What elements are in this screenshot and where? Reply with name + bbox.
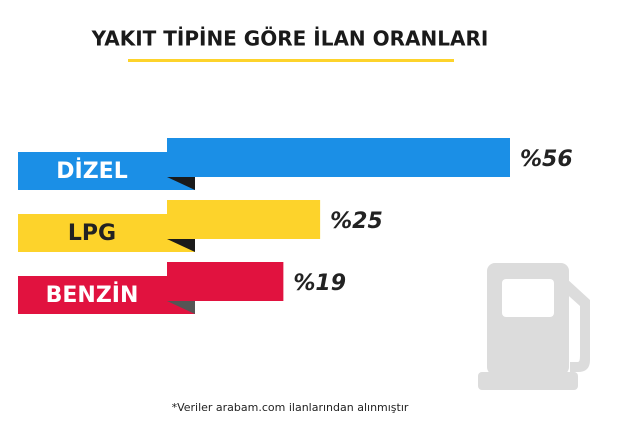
value-label: %19 <box>293 271 346 296</box>
category-label: BENZİN <box>46 282 139 308</box>
value-label: %56 <box>520 147 573 172</box>
fold <box>167 177 195 190</box>
bar <box>167 138 510 177</box>
value-label: %25 <box>330 209 383 234</box>
category-label: LPG <box>68 221 116 246</box>
chart-title: YAKIT TİPİNE GÖRE İLAN ORANLARI <box>91 27 489 51</box>
fold <box>167 239 195 252</box>
title-underline <box>128 59 454 62</box>
category-box <box>18 214 195 252</box>
fuel-pump-icon <box>478 263 590 390</box>
footnote: *Veriler arabam.com ilanlarından alınmış… <box>172 401 409 414</box>
bar <box>167 262 284 301</box>
fold <box>167 301 195 314</box>
category-box <box>18 276 195 314</box>
bar <box>167 200 321 239</box>
category-label: DİZEL <box>56 158 127 184</box>
category-box <box>18 152 195 190</box>
